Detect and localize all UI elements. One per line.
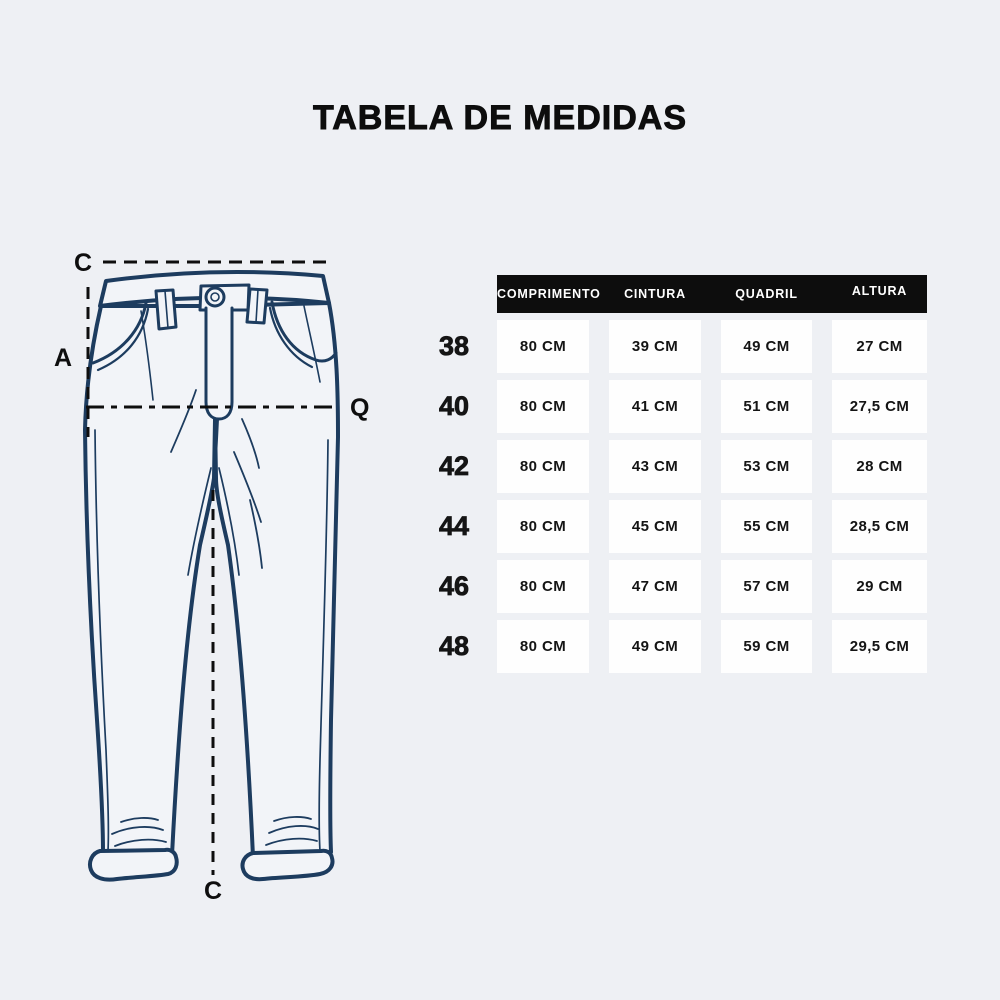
cuff-wrinkle xyxy=(265,837,318,846)
page-title: TABELA DE MEDIDAS xyxy=(313,99,687,138)
label-c-top: C xyxy=(74,249,92,277)
table-cell: 41 CM xyxy=(609,380,701,433)
row-size-label: 40 xyxy=(438,391,470,422)
left-pocket-bag xyxy=(140,310,154,401)
label-c-bottom: C xyxy=(204,877,222,905)
row-size-label: 44 xyxy=(438,511,470,542)
table-cell: 49 CM xyxy=(609,620,701,673)
table-cell: 39 CM xyxy=(609,320,701,373)
table-cell: 59 CM xyxy=(721,620,812,673)
table-cell: 53 CM xyxy=(721,440,812,493)
table-cell: 80 CM xyxy=(497,440,589,493)
table-cell: 27 CM xyxy=(832,320,927,373)
label-a-left: A xyxy=(54,344,72,372)
wrinkle-line xyxy=(249,499,263,569)
table-cell: 80 CM xyxy=(497,560,589,613)
left-cuff xyxy=(88,847,179,882)
table-cell: 29,5 CM xyxy=(832,620,927,673)
table-cell: 51 CM xyxy=(721,380,812,433)
right-pocket-bag xyxy=(303,305,321,383)
table-cell: 55 CM xyxy=(721,500,812,553)
column-header-cintura: CINTURA xyxy=(624,287,686,301)
table-cell: 80 CM xyxy=(497,500,589,553)
size-table: COMPRIMENTO CINTURA QUADRIL ALTURA 38 80… xyxy=(431,275,927,673)
fly-placket xyxy=(204,306,234,421)
row-size-label: 42 xyxy=(438,451,470,482)
button-icon xyxy=(204,286,226,308)
button-icon-inner xyxy=(210,292,220,302)
belt-loop-left-stitch xyxy=(164,290,169,329)
row-size-label: 38 xyxy=(438,331,470,362)
table-cell: 47 CM xyxy=(609,560,701,613)
left-pocket-stitch xyxy=(96,307,150,372)
measurement-labels: C A Q C xyxy=(54,249,370,905)
column-header-altura: ALTURA xyxy=(851,284,908,298)
table-cell: 28,5 CM xyxy=(832,500,927,553)
cuff-wrinkle xyxy=(268,825,319,834)
table-cell: 29 CM xyxy=(832,560,927,613)
table-cell: 80 CM xyxy=(497,620,589,673)
cuff-wrinkle xyxy=(114,838,167,847)
header-spacer xyxy=(431,275,477,313)
cuff-wrinkle xyxy=(273,816,312,822)
cuff-wrinkle xyxy=(120,817,159,823)
column-header-comprimento: COMPRIMENTO xyxy=(497,287,601,301)
right-cuff xyxy=(240,848,335,882)
table-cell: 80 CM xyxy=(497,380,589,433)
wrinkle-line xyxy=(170,389,197,453)
crotch-seam-left xyxy=(187,467,212,576)
wrinkle-line xyxy=(241,418,260,469)
table-header: COMPRIMENTO CINTURA QUADRIL ALTURA xyxy=(497,275,927,313)
row-size-label: 48 xyxy=(438,631,470,662)
right-side-seam xyxy=(318,439,329,852)
table-cell: 57 CM xyxy=(721,560,812,613)
front-rise-seam xyxy=(214,418,219,473)
cuff-wrinkle xyxy=(111,826,164,835)
measurement-lines xyxy=(86,260,337,875)
table-cell: 28 CM xyxy=(832,440,927,493)
label-q-right: Q xyxy=(350,394,369,422)
column-header-quadril: QUADRIL xyxy=(735,287,798,301)
table-cell: 27,5 CM xyxy=(832,380,927,433)
row-size-label: 46 xyxy=(438,571,470,602)
left-pocket-curve xyxy=(91,301,148,365)
wrinkle-line xyxy=(233,451,262,523)
right-leg xyxy=(213,301,340,859)
belt-loop-right-stitch xyxy=(255,288,259,324)
left-side-seam xyxy=(94,429,110,852)
table-cell: 43 CM xyxy=(609,440,701,493)
left-leg xyxy=(83,304,218,857)
right-pocket-stitch xyxy=(268,306,314,369)
pants-measurement-diagram: C A Q C xyxy=(54,249,370,905)
table-cell: 80 CM xyxy=(497,320,589,373)
table-cell: 45 CM xyxy=(609,500,701,553)
table-cell: 49 CM xyxy=(721,320,812,373)
crotch-seam-right xyxy=(218,467,240,576)
